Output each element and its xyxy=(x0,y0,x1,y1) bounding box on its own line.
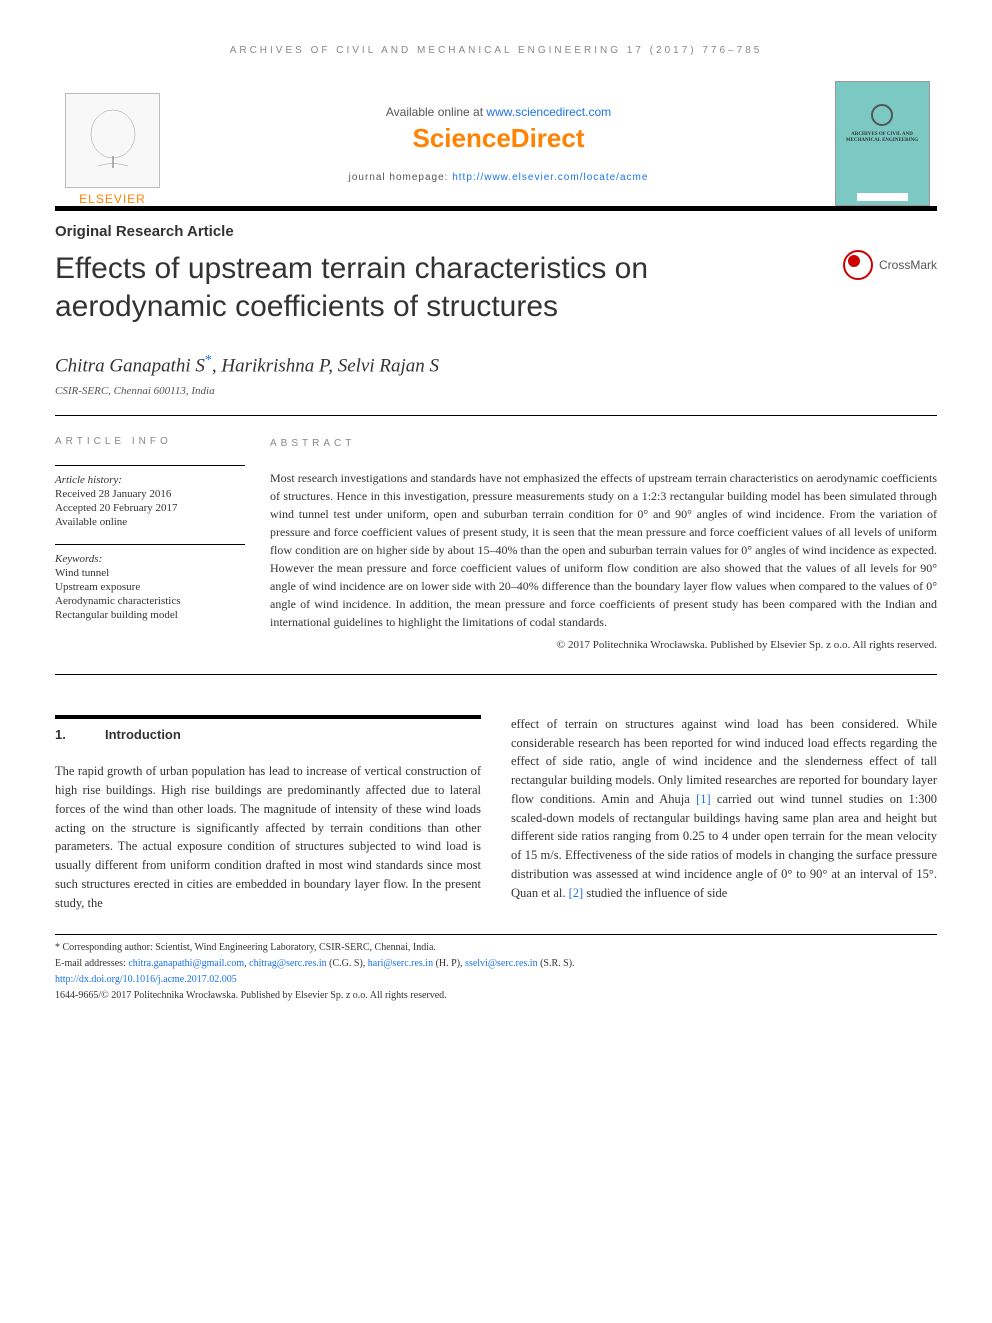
issn-copyright-line: 1644-9665/© 2017 Politechnika Wrocławska… xyxy=(55,989,937,1003)
abstract-heading: ABSTRACT xyxy=(270,436,937,451)
keyword-4: Rectangular building model xyxy=(55,609,245,621)
doi-link[interactable]: http://dx.doi.org/10.1016/j.acme.2017.02… xyxy=(55,974,237,985)
email-2[interactable]: chitrag@serc.res.in xyxy=(249,958,327,969)
crossmark-icon xyxy=(843,250,873,280)
keywords-block: Keywords: Wind tunnel Upstream exposure … xyxy=(55,544,245,621)
running-header: ARCHIVES OF CIVIL AND MECHANICAL ENGINEE… xyxy=(55,45,937,56)
emails-line: E-mail addresses: chitra.ganapathi@gmail… xyxy=(55,957,937,971)
column-right: effect of terrain on structures against … xyxy=(511,715,937,913)
history-block: Article history: Received 28 January 201… xyxy=(55,465,245,528)
available-label: Available online at xyxy=(386,105,487,119)
journal-homepage-line: journal homepage: http://www.elsevier.co… xyxy=(349,172,649,183)
citation-2[interactable]: [2] xyxy=(569,886,584,900)
homepage-url[interactable]: http://www.elsevier.com/locate/acme xyxy=(452,172,648,183)
abstract-text: Most research investigations and standar… xyxy=(270,469,937,631)
elsevier-label: ELSEVIER xyxy=(79,192,146,206)
publisher-logo-block: ELSEVIER xyxy=(55,81,170,206)
body-text-c: studied the influence of side xyxy=(583,886,727,900)
author-1: Chitra Ganapathi S xyxy=(55,355,205,376)
email-1[interactable]: chitra.ganapathi@gmail.com xyxy=(128,958,244,969)
keyword-2: Upstream exposure xyxy=(55,581,245,593)
history-received: Received 28 January 2016 xyxy=(55,488,245,500)
history-label: Article history: xyxy=(55,474,245,486)
abstract-column: ABSTRACT Most research investigations an… xyxy=(270,436,937,654)
cover-barcode xyxy=(857,193,908,201)
sciencedirect-logo: ScienceDirect xyxy=(413,123,585,154)
article-info-heading: ARTICLE INFO xyxy=(55,436,245,447)
corresponding-star: * xyxy=(205,353,212,368)
email-name-3: (S.R. S). xyxy=(538,958,575,969)
author-2: Harikrishna P xyxy=(221,355,328,376)
banner-center: Available online at www.sciencedirect.co… xyxy=(170,81,827,206)
available-online-text: Available online at www.sciencedirect.co… xyxy=(386,105,611,119)
keyword-3: Aerodynamic characteristics xyxy=(55,595,245,607)
section-number: 1. xyxy=(55,725,105,745)
sciencedirect-url[interactable]: www.sciencedirect.com xyxy=(486,105,611,119)
cover-title: ARCHIVES OF CIVIL AND MECHANICAL ENGINEE… xyxy=(840,132,925,144)
keyword-1: Wind tunnel xyxy=(55,567,245,579)
intro-paragraph-left: The rapid growth of urban population has… xyxy=(55,762,481,912)
citation-1[interactable]: [1] xyxy=(696,792,711,806)
email-label: E-mail addresses: xyxy=(55,958,128,969)
body-columns: 1. Introduction The rapid growth of urba… xyxy=(55,715,937,913)
article-title: Effects of upstream terrain characterist… xyxy=(55,250,843,325)
affiliation: CSIR-SERC, Chennai 600113, India xyxy=(55,385,937,397)
history-online: Available online xyxy=(55,516,245,528)
section-1-title: 1. Introduction xyxy=(55,715,481,745)
footnotes: * Corresponding author: Scientist, Wind … xyxy=(55,934,937,1003)
history-accepted: Accepted 20 February 2017 xyxy=(55,502,245,514)
corresponding-author-note: * Corresponding author: Scientist, Wind … xyxy=(55,941,937,955)
cover-gear-icon xyxy=(871,104,893,126)
journal-banner: ELSEVIER Available online at www.science… xyxy=(55,81,937,211)
article-info-column: ARTICLE INFO Article history: Received 2… xyxy=(55,436,270,654)
elsevier-tree-icon xyxy=(65,93,160,188)
authors-line: Chitra Ganapathi S*, Harikrishna P, Selv… xyxy=(55,353,937,377)
journal-cover: ARCHIVES OF CIVIL AND MECHANICAL ENGINEE… xyxy=(835,81,930,206)
column-left: 1. Introduction The rapid growth of urba… xyxy=(55,715,481,913)
article-type: Original Research Article xyxy=(55,223,937,240)
intro-paragraph-right: effect of terrain on structures against … xyxy=(511,715,937,903)
copyright-line: © 2017 Politechnika Wrocławska. Publishe… xyxy=(270,637,937,654)
keywords-label: Keywords: xyxy=(55,553,245,565)
email-name-1: (C.G. S), xyxy=(327,958,368,969)
homepage-label: journal homepage: xyxy=(349,172,453,183)
body-text-b: carried out wind tunnel studies on 1:300… xyxy=(511,792,937,900)
email-4[interactable]: sselvi@serc.res.in xyxy=(465,958,538,969)
divider-bottom xyxy=(55,674,937,675)
email-3[interactable]: hari@serc.res.in xyxy=(368,958,433,969)
crossmark-badge[interactable]: CrossMark xyxy=(843,250,937,280)
section-title: Introduction xyxy=(105,725,181,745)
email-name-2: (H. P), xyxy=(433,958,465,969)
crossmark-label: CrossMark xyxy=(879,258,937,272)
author-3: Selvi Rajan S xyxy=(338,355,439,376)
journal-cover-block: ARCHIVES OF CIVIL AND MECHANICAL ENGINEE… xyxy=(827,81,937,206)
